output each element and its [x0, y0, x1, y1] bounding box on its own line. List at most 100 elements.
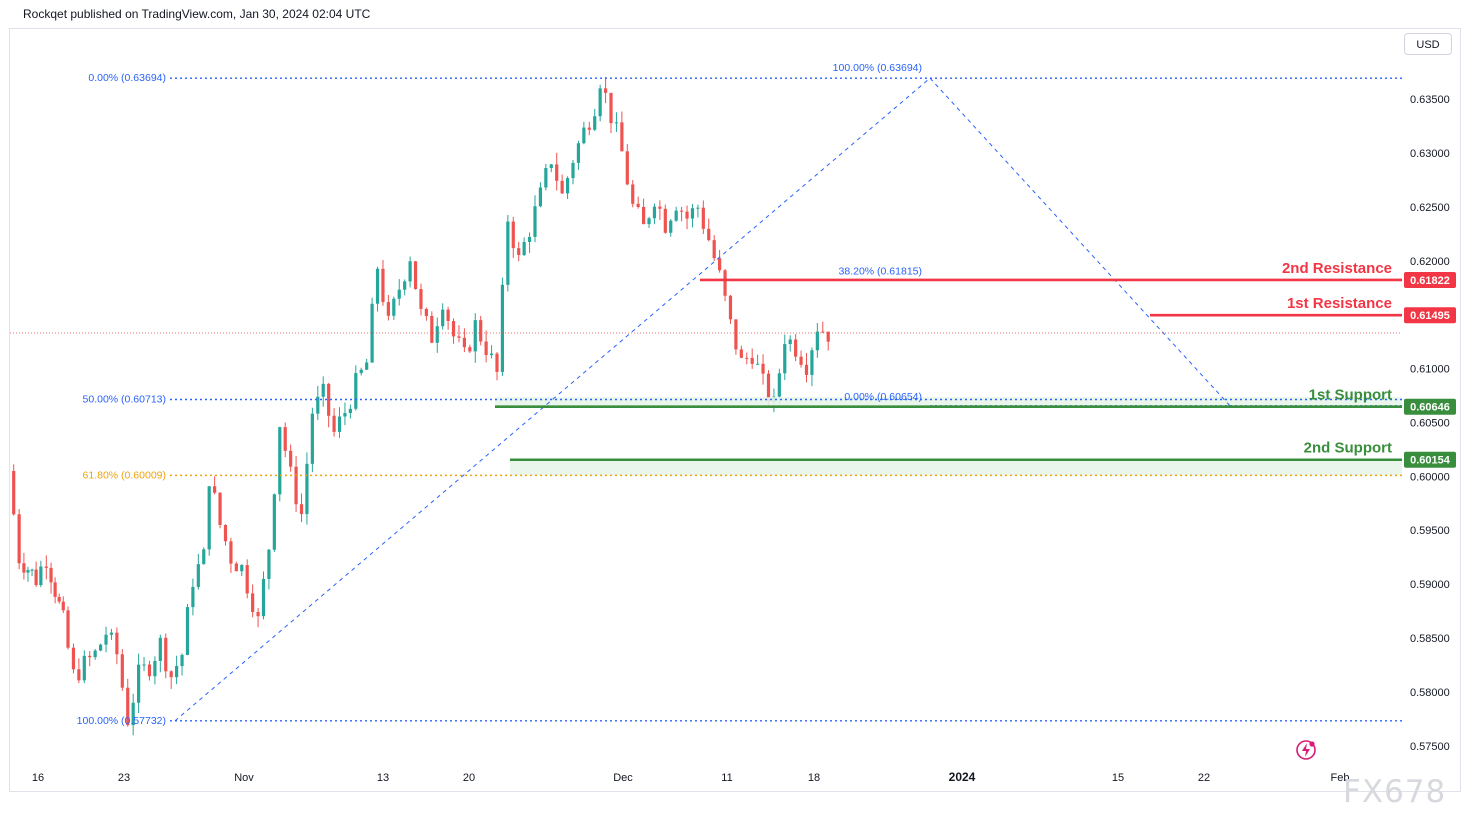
candle-body [180, 654, 184, 667]
candle-body [381, 268, 385, 303]
candle-body [750, 357, 754, 364]
candle-body [34, 569, 38, 586]
candle-body [343, 412, 347, 417]
candle-body [468, 347, 472, 352]
support-2-label: 2nd Support [1304, 440, 1392, 457]
candle-body [316, 396, 320, 414]
candle-body [142, 664, 146, 666]
candle-body [647, 218, 651, 225]
candle-body [761, 363, 765, 374]
price-tag-support-1-bg [1404, 398, 1456, 415]
candle-body [739, 349, 743, 358]
candle-body [109, 632, 114, 635]
y-tick-label: 0.62000 [1410, 256, 1450, 268]
candle-body [289, 450, 293, 467]
candle-body [593, 116, 597, 130]
candle-body [614, 122, 619, 124]
candle-body [609, 92, 613, 124]
candle-body [701, 207, 705, 229]
candle-body [365, 362, 369, 370]
candle-body [587, 127, 591, 130]
candle-body [441, 309, 445, 327]
candle-body [690, 208, 695, 219]
bolt-icon[interactable] [1295, 739, 1317, 766]
y-tick-label: 0.58500 [1410, 633, 1450, 645]
x-tick-label: 15 [1112, 772, 1124, 784]
candle-body [126, 687, 130, 726]
fib-diagonal-down [929, 77, 1231, 407]
y-tick-label: 0.60000 [1410, 471, 1450, 483]
candle-body [652, 206, 657, 219]
support-zone-2 [510, 459, 1402, 476]
candle-body [256, 611, 260, 617]
candle-body [49, 567, 53, 583]
fib-label: 0.00% (0.63694) [88, 72, 166, 84]
candle-body [696, 207, 700, 209]
candle-body [234, 563, 238, 572]
candle-body [777, 373, 781, 397]
candle-body [261, 578, 266, 617]
candle-body [685, 211, 689, 219]
candle-body [533, 206, 537, 237]
axis-layer: 0.640000.635000.630000.625000.620000.615… [32, 40, 1456, 784]
candle-body [397, 289, 401, 299]
candle-body [571, 162, 575, 179]
candle-body [479, 320, 483, 342]
candle-body [57, 596, 61, 602]
price-tag-resistance-1-bg [1404, 307, 1456, 324]
candle-body [766, 373, 771, 402]
y-tick-label: 0.63000 [1410, 148, 1450, 160]
candle-body [169, 671, 173, 678]
candle-body [658, 206, 662, 209]
candle-body [674, 210, 678, 221]
candle-body [663, 208, 667, 233]
candle-body [625, 151, 629, 185]
candle-body [53, 582, 57, 597]
candle-body [555, 164, 559, 181]
candle-body [734, 319, 738, 350]
candle-body [88, 655, 92, 658]
candle-body [218, 492, 222, 525]
candle-body [354, 373, 358, 409]
candle-body [207, 486, 211, 550]
candle-body [283, 427, 287, 451]
y-tick-label: 0.60500 [1410, 417, 1450, 429]
candle-body [61, 601, 65, 611]
candle-body [77, 669, 81, 681]
candle-body [267, 549, 271, 579]
candle-body [196, 564, 200, 587]
candle-body [17, 514, 21, 564]
candle-body [424, 308, 428, 316]
candle-body [202, 549, 206, 565]
x-tick-label: 18 [808, 772, 820, 784]
candle-body [164, 637, 168, 672]
candle-body [728, 295, 733, 320]
y-tick-label: 0.58000 [1410, 687, 1450, 699]
x-tick-label: 16 [32, 772, 44, 784]
y-tick-label: 0.59000 [1410, 579, 1450, 591]
candle-body [826, 331, 830, 342]
watermark: FX678 [1343, 774, 1447, 810]
candle-body [153, 660, 157, 677]
candle-body [98, 644, 103, 651]
candle-body [680, 210, 684, 212]
candle-body [213, 486, 217, 493]
currency-selector[interactable]: USD [1404, 33, 1452, 55]
candle-body [451, 321, 456, 337]
candle-body [240, 565, 244, 572]
price-tag-resistance-2: 0.61822 [1410, 275, 1450, 287]
publisher-line: Rockqet published on TradingView.com, Ja… [23, 7, 371, 21]
candle-body [511, 221, 515, 249]
candle-body [435, 326, 439, 343]
candle-body [641, 206, 646, 225]
candle-body [332, 415, 336, 432]
candle-body [794, 339, 798, 357]
x-tick-label: 13 [377, 772, 389, 784]
candle-body [527, 236, 532, 242]
candle-body [413, 261, 418, 290]
candle-body [669, 220, 673, 233]
x-tick-label: 20 [463, 772, 475, 784]
candle-body [229, 541, 233, 564]
x-tick-label: Nov [234, 772, 254, 784]
